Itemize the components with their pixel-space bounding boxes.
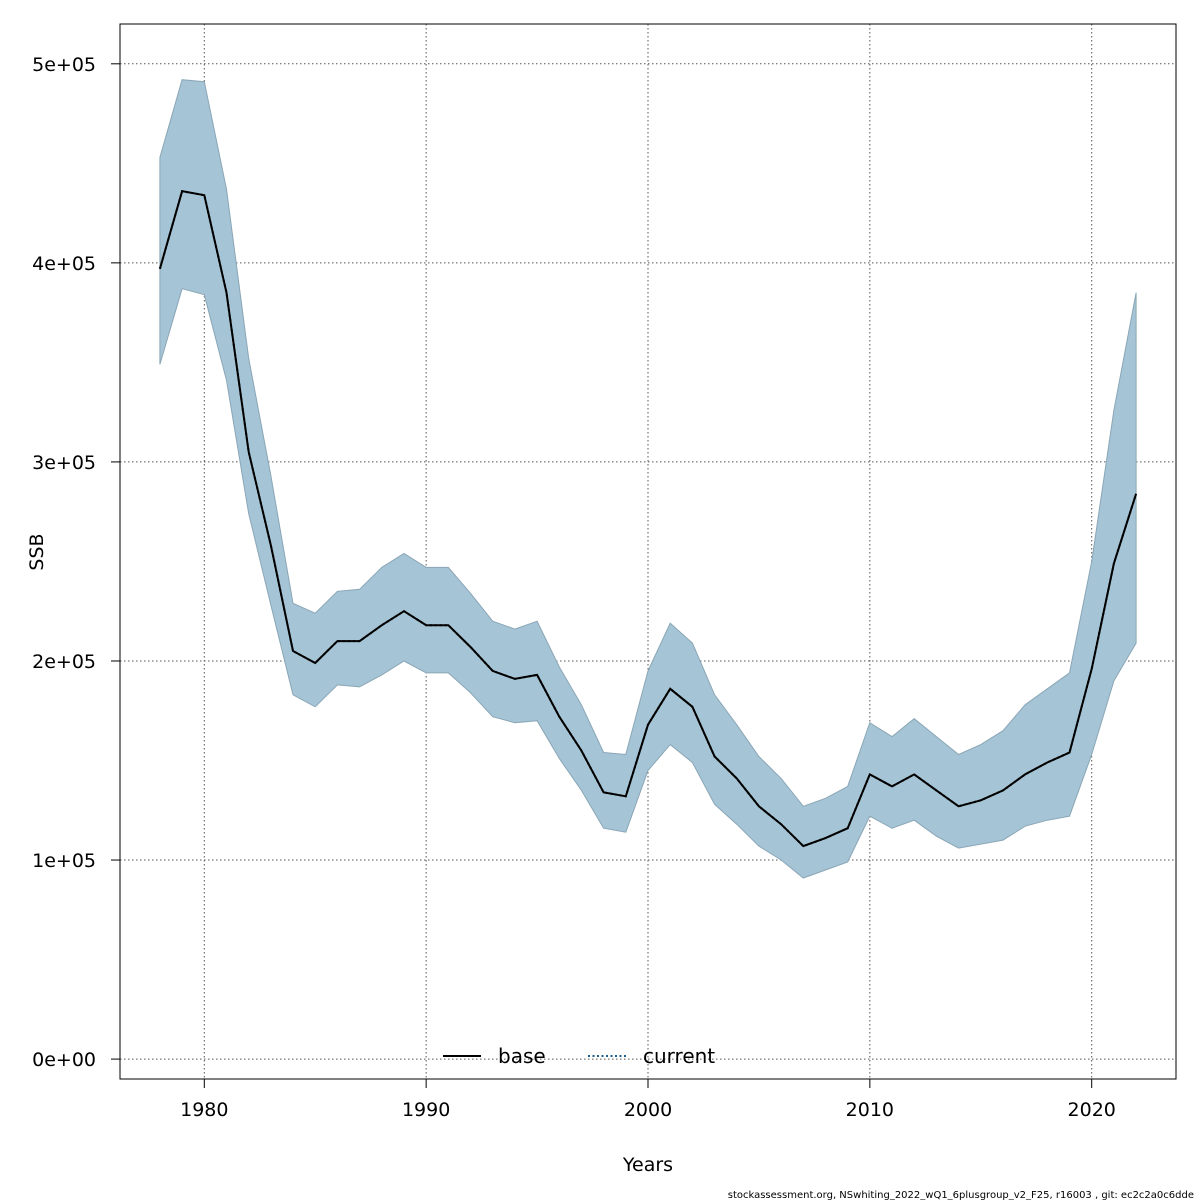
- legend-label-base: base: [498, 1044, 546, 1068]
- series-line-current: [158, 190, 1138, 848]
- series-lines: [158, 190, 1138, 848]
- x-tick-label: 2010: [846, 1099, 894, 1121]
- confidence-band: [159, 79, 1137, 879]
- y-axis-label: SSB: [26, 533, 48, 570]
- x-tick-label: 2000: [624, 1099, 672, 1121]
- y-tick-label: 1e+05: [32, 850, 96, 872]
- legend: base current: [443, 1044, 715, 1068]
- y-tick-label: 4e+05: [32, 253, 96, 275]
- y-tick-label: 5e+05: [32, 54, 96, 76]
- x-axis: 1980 1990 2000 2010 2020: [180, 1078, 1116, 1121]
- y-axis: 0e+00 1e+05 2e+05 3e+05 4e+05 5e+05: [32, 54, 121, 1071]
- y-tick-label: 3e+05: [32, 452, 96, 474]
- confidence-band-area: [159, 79, 1137, 879]
- y-tick-label: 0e+00: [32, 1049, 96, 1071]
- footer-note: stockassessment.org, NSwhiting_2022_wQ1_…: [728, 1190, 1194, 1200]
- legend-label-current: current: [643, 1044, 715, 1068]
- x-tick-label: 1990: [402, 1099, 450, 1121]
- x-axis-label: Years: [622, 1154, 673, 1176]
- y-tick-label: 2e+05: [32, 651, 96, 673]
- x-tick-label: 2020: [1068, 1099, 1116, 1121]
- x-tick-label: 1980: [180, 1099, 228, 1121]
